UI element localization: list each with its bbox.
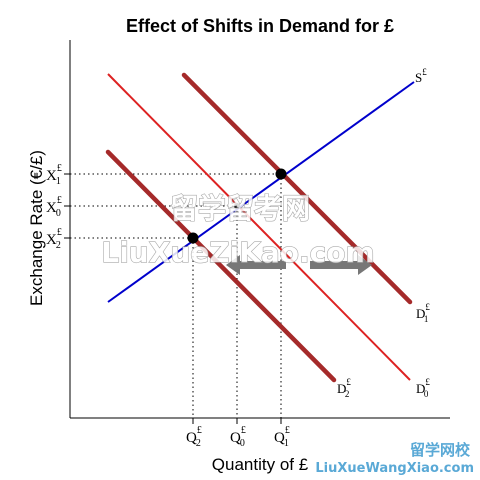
brand-en: LiuXueWangXiao.com bbox=[315, 461, 474, 476]
equilibrium-point-e0 bbox=[234, 203, 240, 209]
shift-arrow-right bbox=[310, 255, 372, 275]
y-tick-x0: X£ 0 bbox=[46, 195, 62, 219]
y-axis-label: Exchange Rate (€/£) bbox=[27, 150, 46, 306]
watermark-cn: 留学留考网 bbox=[170, 192, 310, 225]
y-tick-x1: X£ 1 bbox=[46, 163, 62, 187]
equilibrium-point-e1 bbox=[275, 168, 287, 180]
watermark-en: LiuXueZiKao.com bbox=[101, 236, 374, 269]
x-tick-q2: Q£ 2 bbox=[186, 425, 202, 449]
x-axis-label: Quantity of £ bbox=[212, 455, 309, 474]
demand-d1-label: D£ 1 bbox=[416, 302, 430, 324]
x-tick-q1: Q£ 1 bbox=[274, 425, 290, 449]
demand-d0-label: D£ 0 bbox=[416, 377, 430, 399]
demand-curve-d0 bbox=[107, 73, 411, 381]
y-tick-x2: X£ 2 bbox=[46, 227, 62, 251]
brand-cn: 留学网校 bbox=[410, 441, 471, 459]
supply-curve bbox=[107, 81, 415, 303]
x-tick-q0: Q£ 0 bbox=[230, 425, 246, 449]
demand-d2-label: D£ 2 bbox=[337, 377, 351, 399]
shift-arrow-left bbox=[226, 255, 286, 275]
demand-curve-d2 bbox=[105, 149, 337, 383]
equilibrium-point-e2 bbox=[187, 232, 199, 244]
supply-curve-label: S£ bbox=[415, 67, 427, 85]
diagram-title: Effect of Shifts in Demand for £ bbox=[126, 16, 394, 36]
guide-lines bbox=[70, 173, 282, 418]
tick-marks bbox=[64, 173, 282, 424]
demand-curve-d1 bbox=[181, 72, 413, 305]
